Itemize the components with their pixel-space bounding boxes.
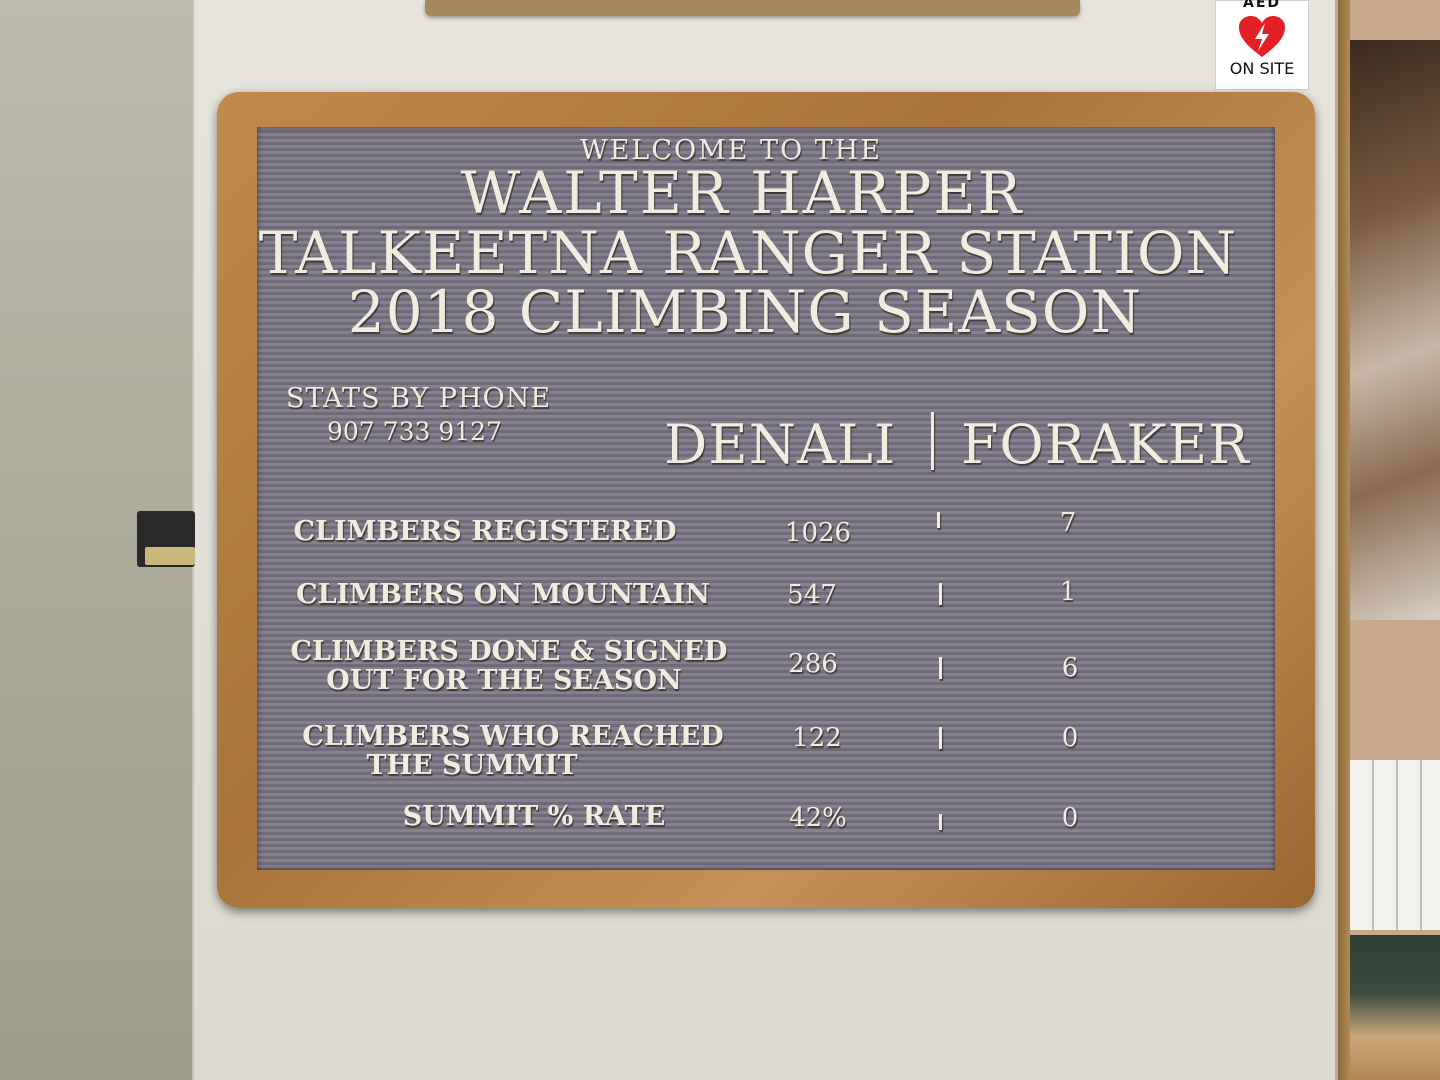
foraker-value-registered: 7 [1059, 508, 1077, 538]
denali-value-summit: 122 [792, 723, 842, 753]
foraker-value-on-mountain: 1 [1059, 577, 1077, 607]
binders-shelf [1350, 760, 1440, 930]
denali-value-summit-rate: 42% [789, 803, 847, 833]
upper-frame-edge [425, 0, 1080, 16]
row-label-done-signed-out: CLIMBERS DONE & SIGNED [290, 636, 728, 667]
row-label-on-mountain: CLIMBERS ON MOUNTAIN [296, 579, 710, 610]
row-separator [939, 727, 942, 749]
station-title-line: TALKEETNA RANGER STATION [258, 219, 1238, 287]
denali-value-done: 286 [788, 649, 838, 679]
row-separator [939, 814, 942, 830]
station-name-line: WALTER HARPER [460, 159, 1024, 227]
door-trim [1338, 0, 1350, 1080]
row-label-summit-rate: SUMMIT % RATE [402, 801, 666, 832]
denali-value-registered: 1026 [784, 518, 852, 548]
row-label-reached-summit-line2: THE SUMMIT [366, 750, 578, 781]
row-separator [937, 512, 940, 528]
light-switch-label [145, 547, 195, 565]
column-header-denali: DENALI [664, 413, 897, 476]
aed-status: ON SITE [1229, 59, 1295, 78]
season-line: 2018 CLIMBING SEASON [347, 278, 1143, 346]
column-header-foraker: FORAKER [961, 413, 1250, 476]
desk [1350, 935, 1440, 1080]
foraker-value-summit: 0 [1061, 723, 1079, 753]
row-separator [939, 657, 942, 679]
row-label-done-signed-out-line2: OUT FOR THE SEASON [326, 665, 682, 696]
stats-by-phone-label: STATS BY PHONE [286, 383, 552, 414]
letter-board [257, 127, 1275, 870]
denali-value-on-mountain: 547 [787, 580, 837, 610]
aed-sign: AED ON SITE [1215, 0, 1309, 90]
aed-title: AED [1242, 0, 1282, 11]
foraker-value-summit-rate: 0 [1061, 803, 1079, 833]
heart-bolt-icon [1239, 16, 1285, 57]
row-label-registered: CLIMBERS REGISTERED [293, 516, 677, 547]
mountain-photo [1350, 40, 1440, 620]
row-label-reached-summit: CLIMBERS WHO REACHED [302, 721, 724, 752]
column-separator [931, 412, 934, 470]
welcome-line: WELCOME TO THE [579, 135, 883, 166]
row-separator [939, 583, 942, 605]
foraker-value-done: 6 [1061, 653, 1079, 683]
phone-number: 907 733 9127 [327, 417, 502, 446]
